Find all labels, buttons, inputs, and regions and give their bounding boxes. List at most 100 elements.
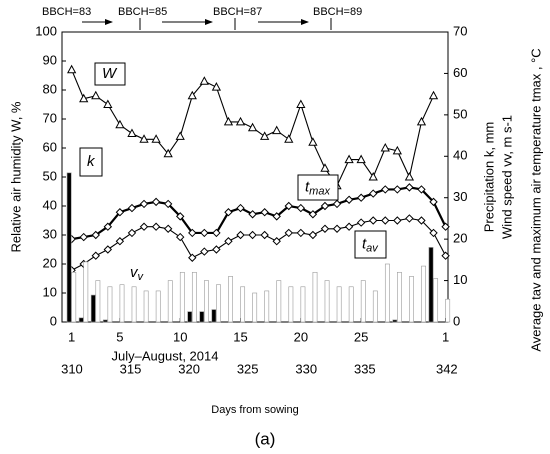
point xyxy=(91,230,100,240)
point xyxy=(393,185,402,194)
y2-tick-label: 40 xyxy=(453,148,467,163)
point xyxy=(188,228,197,238)
bar xyxy=(372,290,378,323)
legend-label: W xyxy=(102,65,118,82)
bar xyxy=(397,271,402,323)
point xyxy=(404,171,415,181)
legend-subscript: v xyxy=(138,271,145,283)
y2-tick-label: 60 xyxy=(453,65,467,80)
bar xyxy=(83,261,89,323)
y2-tick-label: 20 xyxy=(453,231,467,246)
tag-box xyxy=(79,147,103,177)
y-tick-label: 90 xyxy=(43,52,57,67)
x-tick-label: 25 xyxy=(354,329,368,344)
x2-tick-label: 325 xyxy=(237,361,259,376)
point xyxy=(320,224,330,233)
y2-tick-label: 70 xyxy=(453,23,467,38)
y2-tick-label: 50 xyxy=(453,106,467,121)
tag-box xyxy=(123,262,155,284)
point xyxy=(139,199,149,209)
x2-tick-label: 320 xyxy=(178,361,200,376)
bar xyxy=(78,317,84,323)
y-tick-label: 100 xyxy=(35,23,57,38)
bar xyxy=(131,286,137,323)
x-tick-label: 1 xyxy=(442,329,449,344)
bar xyxy=(445,298,451,323)
y2-tick-label: 10 xyxy=(453,272,467,287)
legend-label: k xyxy=(87,153,96,170)
bar xyxy=(204,280,209,323)
point xyxy=(284,134,294,143)
point xyxy=(199,76,209,85)
point xyxy=(284,228,293,238)
point xyxy=(236,230,245,240)
point xyxy=(296,99,306,108)
x2-tick-label: 310 xyxy=(61,361,83,376)
series-tag: k xyxy=(79,147,103,177)
legend-label: tav xyxy=(362,235,379,254)
point xyxy=(175,131,185,140)
y-tick-label: 40 xyxy=(43,197,57,212)
point xyxy=(405,183,414,192)
legend-name: k xyxy=(87,153,96,170)
y-tick-label: 60 xyxy=(43,139,57,154)
x2-tick-label: 342 xyxy=(436,361,458,376)
point xyxy=(272,212,281,221)
series-tag: W xyxy=(94,62,126,86)
bar xyxy=(179,271,185,323)
legend-name: v xyxy=(130,264,139,281)
x2-tick-label: 330 xyxy=(295,361,317,376)
point xyxy=(127,128,137,137)
point xyxy=(139,134,149,143)
point xyxy=(441,251,450,260)
y-tick-label: 0 xyxy=(50,313,57,328)
bar xyxy=(119,284,125,323)
point xyxy=(103,222,113,231)
point xyxy=(344,222,354,231)
point xyxy=(163,148,173,158)
bar xyxy=(216,284,221,323)
bar xyxy=(167,280,173,323)
legend-name: t xyxy=(362,235,367,252)
point xyxy=(260,208,269,217)
bar xyxy=(95,280,101,323)
point xyxy=(416,116,427,126)
bar xyxy=(336,286,342,323)
point xyxy=(187,90,197,100)
y-tick-label: 50 xyxy=(43,168,57,183)
point xyxy=(296,228,306,238)
point xyxy=(67,64,77,74)
x-tick-label: 1 xyxy=(68,329,75,344)
point xyxy=(103,99,113,108)
point xyxy=(344,195,354,204)
point xyxy=(91,251,100,260)
point xyxy=(223,116,234,126)
stage-label: BBCH=85 xyxy=(118,6,167,18)
point xyxy=(163,224,173,233)
point xyxy=(417,216,426,225)
point xyxy=(79,93,89,103)
panel-label: (a) xyxy=(255,429,276,448)
bar xyxy=(324,280,330,323)
legend-label: vv xyxy=(130,264,145,283)
point xyxy=(320,201,330,211)
point xyxy=(248,210,257,219)
bar xyxy=(187,311,193,323)
point xyxy=(115,208,125,217)
point xyxy=(381,216,390,225)
bar xyxy=(66,172,72,323)
series-tag: vv xyxy=(123,262,155,284)
legend-subscript: av xyxy=(366,242,379,254)
y2-tick-label: 30 xyxy=(453,189,467,204)
point xyxy=(115,119,125,129)
x2-tick-label: 335 xyxy=(354,361,376,376)
bar xyxy=(107,286,113,323)
bar xyxy=(211,309,217,323)
point xyxy=(176,232,185,242)
point xyxy=(308,137,318,146)
point xyxy=(115,237,125,246)
point xyxy=(381,185,390,194)
y-tick-label: 10 xyxy=(43,284,57,299)
